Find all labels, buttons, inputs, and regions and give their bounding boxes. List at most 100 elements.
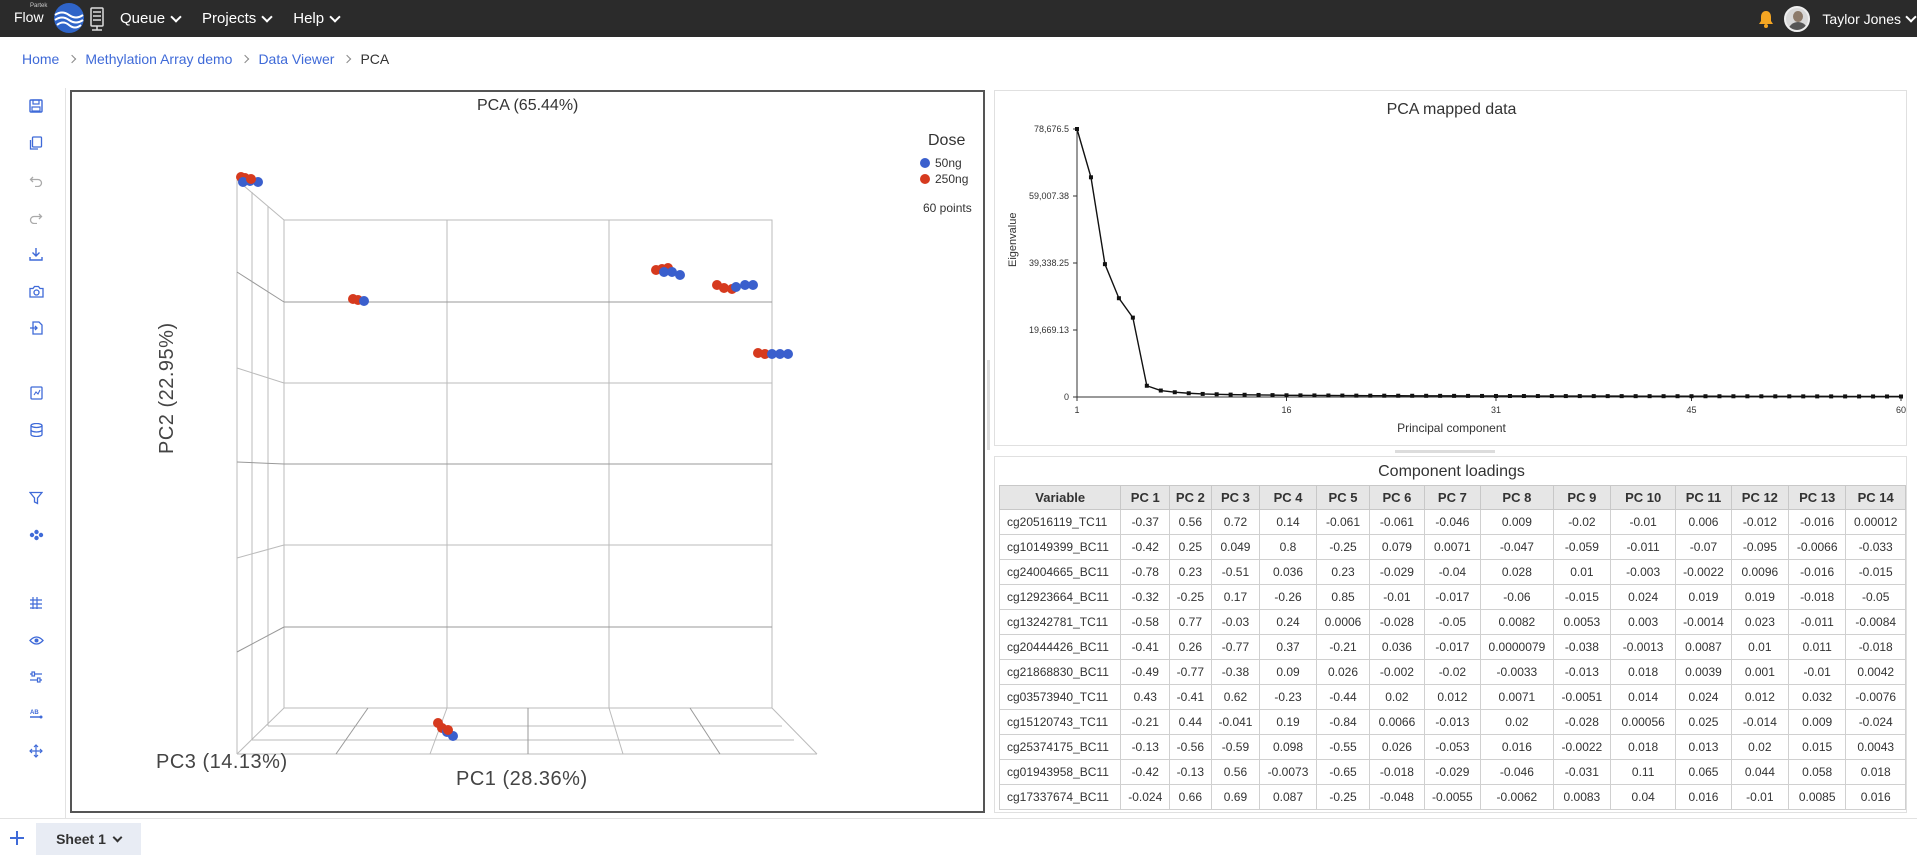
pca-3d-plot[interactable] xyxy=(72,92,983,811)
column-header[interactable]: PC 10 xyxy=(1610,485,1677,510)
table-row[interactable]: cg21868830_BC11 -0.49 -0.77 -0.38 0.09 0.026-… xyxy=(998,659,1906,685)
scree-plot-panel[interactable]: PCA mapped data 0 19,669.13 39,338.25 59,00… xyxy=(994,90,1907,446)
table-row[interactable]: cg01943958_BC11 -0.42 -0.13 0.56 -0.0073 -0.6… xyxy=(998,759,1906,785)
legend-item-50ng[interactable]: 50ng xyxy=(920,156,962,170)
document-icon[interactable] xyxy=(26,383,46,403)
column-header[interactable]: PC 1 xyxy=(1120,485,1171,510)
chevron-down-icon[interactable] xyxy=(112,832,123,842)
scree-point[interactable] xyxy=(1787,394,1792,399)
point-cluster[interactable] xyxy=(236,172,263,187)
scree-point[interactable] xyxy=(1102,262,1107,267)
scree-point[interactable] xyxy=(1661,394,1666,399)
scree-point[interactable] xyxy=(1731,394,1736,399)
column-header[interactable]: PC 12 xyxy=(1730,485,1789,510)
avatar[interactable] xyxy=(1784,5,1811,32)
breadcrumb-home[interactable]: Home xyxy=(22,51,60,67)
scree-plot[interactable]: 0 19,669.13 39,338.25 59,007.38 78,676.5 1 16… xyxy=(995,91,1906,445)
filter-icon[interactable] xyxy=(26,488,46,508)
point-cluster[interactable] xyxy=(712,280,758,294)
scree-point[interactable] xyxy=(1507,393,1512,398)
scree-point[interactable] xyxy=(1438,393,1443,398)
breadcrumb-project[interactable]: Methylation Array demo xyxy=(85,51,233,67)
copy-icon[interactable] xyxy=(26,133,46,153)
column-header[interactable]: PC 9 xyxy=(1552,485,1612,510)
menu-queue[interactable]: Queue xyxy=(120,10,182,27)
bell-icon[interactable] xyxy=(1758,10,1774,28)
column-header[interactable]: PC 8 xyxy=(1480,485,1554,510)
scree-point[interactable] xyxy=(1773,394,1778,399)
add-sheet-button[interactable] xyxy=(8,829,26,847)
app-logo[interactable]: Partek Flow xyxy=(14,0,84,37)
scree-point[interactable] xyxy=(1493,393,1498,398)
scree-point[interactable] xyxy=(1172,390,1177,395)
scree-point[interactable] xyxy=(1703,394,1708,399)
text-size-icon[interactable]: AB xyxy=(26,704,46,724)
grid-icon[interactable] xyxy=(26,593,46,613)
panel-splitter-horizontal[interactable] xyxy=(1395,450,1495,453)
eye-icon[interactable] xyxy=(26,630,46,650)
column-header[interactable]: PC 14 xyxy=(1845,485,1906,510)
user-name[interactable]: Taylor Jones xyxy=(1822,10,1901,27)
panel-splitter-vertical[interactable] xyxy=(987,360,990,450)
scree-point[interactable] xyxy=(1144,383,1149,388)
point-cluster[interactable] xyxy=(348,294,369,306)
scree-point[interactable] xyxy=(1815,394,1820,399)
point-cluster[interactable] xyxy=(433,718,458,741)
scree-point[interactable] xyxy=(1843,394,1848,399)
scree-point[interactable] xyxy=(1885,394,1890,399)
sheet-tab-active[interactable]: Sheet 1 xyxy=(36,823,141,855)
table-row[interactable]: cg13242781_TC11 -0.58 0.77 -0.03 0.24 0.0006-… xyxy=(998,609,1906,635)
scree-point[interactable] xyxy=(1857,394,1862,399)
scree-point[interactable] xyxy=(1312,393,1317,398)
scree-point[interactable] xyxy=(1214,392,1219,397)
scree-point[interactable] xyxy=(1745,394,1750,399)
scree-point[interactable] xyxy=(1200,391,1205,396)
server-icon[interactable] xyxy=(88,6,106,32)
scree-point[interactable] xyxy=(1242,392,1247,397)
loadings-table[interactable]: Variable PC 1 PC 2 PC 3 PC 4 PC 5 PC 6 PC 7 PC 8… xyxy=(998,485,1906,810)
scree-point[interactable] xyxy=(1899,394,1903,399)
scree-point[interactable] xyxy=(1689,394,1694,399)
scree-point[interactable] xyxy=(1326,393,1331,398)
column-header[interactable]: PC 4 xyxy=(1259,485,1317,510)
breadcrumb-data-viewer[interactable]: Data Viewer xyxy=(258,51,335,67)
camera-icon[interactable] xyxy=(26,281,46,301)
scree-point[interactable] xyxy=(1619,394,1624,399)
scree-point[interactable] xyxy=(1549,394,1554,399)
scree-point[interactable] xyxy=(1396,393,1401,398)
scree-point[interactable] xyxy=(1158,388,1163,393)
scree-point[interactable] xyxy=(1647,394,1652,399)
column-header[interactable]: PC 13 xyxy=(1787,485,1847,510)
scree-point[interactable] xyxy=(1228,392,1233,397)
scree-point[interactable] xyxy=(1410,393,1415,398)
scree-point[interactable] xyxy=(1675,394,1680,399)
download-icon[interactable] xyxy=(26,244,46,264)
undo-icon[interactable] xyxy=(26,170,46,190)
scree-point[interactable] xyxy=(1466,393,1471,398)
redo-icon[interactable] xyxy=(26,207,46,227)
column-header[interactable]: PC 6 xyxy=(1369,485,1425,510)
scree-point[interactable] xyxy=(1298,393,1303,398)
column-header[interactable]: Variable xyxy=(998,485,1122,510)
scree-point[interactable] xyxy=(1633,394,1638,399)
chevron-down-icon[interactable] xyxy=(1905,10,1917,23)
export-icon[interactable] xyxy=(26,318,46,338)
scree-point[interactable] xyxy=(1256,392,1261,397)
point-cluster[interactable] xyxy=(753,348,793,359)
scree-point[interactable] xyxy=(1452,393,1457,398)
scree-point[interactable] xyxy=(1424,393,1429,398)
scree-point[interactable] xyxy=(1075,127,1079,131)
column-header[interactable]: PC 7 xyxy=(1423,485,1482,510)
scree-point[interactable] xyxy=(1368,393,1373,398)
scree-point[interactable] xyxy=(1717,394,1722,399)
table-row[interactable]: cg17337674_BC11 -0.024 0.66 0.69 0.087 -0.25-… xyxy=(998,784,1906,810)
scree-point[interactable] xyxy=(1130,315,1135,320)
scree-point[interactable] xyxy=(1535,394,1540,399)
sliders-icon[interactable] xyxy=(26,667,46,687)
scree-point[interactable] xyxy=(1480,393,1485,398)
table-row[interactable]: cg12923664_BC11 -0.32 -0.25 0.17 -0.26 0.85 -0… xyxy=(998,584,1906,610)
scree-point[interactable] xyxy=(1116,296,1121,301)
legend-item-250ng[interactable]: 250ng xyxy=(920,172,968,186)
column-header[interactable]: PC 5 xyxy=(1315,485,1371,510)
